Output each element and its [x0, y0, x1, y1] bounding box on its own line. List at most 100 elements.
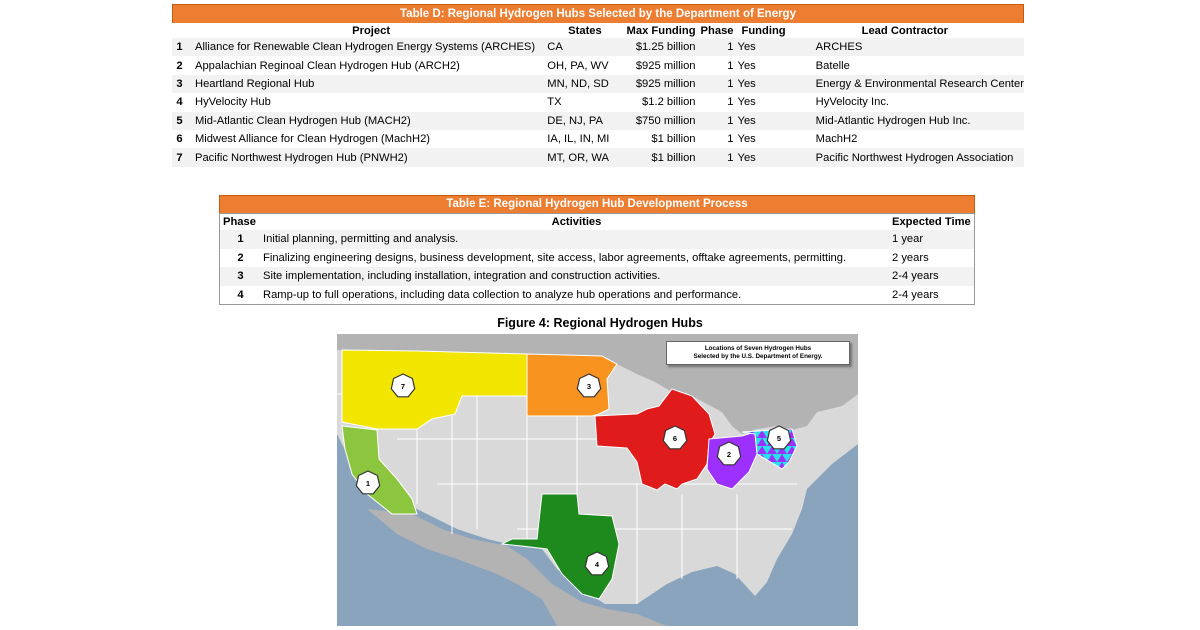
row-number: 7 — [172, 148, 187, 167]
phase-number: 4 — [237, 288, 244, 301]
hub-marker: 3 — [576, 373, 602, 398]
map-legend-line-2: Selected by the U.S. Department of Energ… — [693, 353, 823, 360]
project-name: Mid-Atlantic Clean Hydrogen Hub (MACH2) — [186, 111, 548, 130]
hub-marker: 7 — [390, 373, 416, 398]
lead-contractor: Batelle — [815, 59, 850, 72]
table-e-header-row: Phase Activities Expected Time — [220, 214, 975, 231]
hub-label: 7 — [401, 382, 405, 391]
col-header-max-funding: Max Funding — [626, 24, 696, 37]
phase-number: 1 — [219, 230, 261, 249]
col-header-phase: Phase — [223, 216, 256, 228]
col-header-states: States — [568, 24, 602, 37]
funding: Yes — [737, 96, 756, 109]
states: IA, IL, IN, MI — [547, 133, 610, 146]
table-row: 7 Pacific Northwest Hydrogen Hub (PNWH2)… — [172, 148, 1024, 167]
hub-label: 1 — [366, 479, 370, 488]
project-name: Midwest Alliance for Clean Hydrogen (Mac… — [194, 133, 431, 146]
funding: Yes — [737, 59, 756, 72]
phase: 1 — [727, 59, 734, 72]
states: OH, PA, WV — [547, 59, 609, 72]
mexico-landmass — [367, 509, 667, 626]
hub-label: 2 — [727, 450, 731, 459]
map-svg: 7 3 6 2 5 1 4 — [337, 334, 858, 626]
activity: Finalizing engineering designs, business… — [263, 251, 847, 264]
hub-label: 6 — [673, 434, 677, 443]
hub-label: 3 — [587, 382, 591, 391]
col-header-lead-contractor: Lead Contractor — [861, 24, 949, 37]
table-row: 5 Mid-Atlantic Clean Hydrogen Hub (MACH2… — [172, 111, 1024, 130]
hub-marker: 6 — [662, 425, 688, 450]
states: TX — [547, 96, 562, 109]
hub-marker: 4 — [584, 551, 610, 576]
phase: 1 — [695, 74, 734, 94]
table-e-title: Table E: Regional Hydrogen Hub Developme… — [219, 195, 975, 213]
row-number: 2 — [176, 59, 183, 72]
project-name: HyVelocity Hub — [194, 96, 271, 109]
hub-7-region — [341, 349, 528, 430]
col-header-expected-time: Expected Time — [892, 216, 971, 228]
us-hydrogen-hub-map: 7 3 6 2 5 1 4 — [337, 334, 858, 626]
table-d-title: Table D: Regional Hydrogen Hubs Selected… — [172, 4, 1024, 23]
us-landmass — [337, 350, 858, 604]
table-row: 4 HyVelocity Hub TX $1.2 billion 1 Yes H… — [172, 93, 1024, 111]
max-funding: $1.2 billion — [642, 96, 696, 109]
hub-6-region — [594, 388, 716, 491]
map-legend-line-1: Locations of Seven Hydrogen Hubs — [704, 345, 812, 352]
expected-time: 2-4 years — [890, 267, 975, 286]
expected-time: 1 year — [890, 230, 975, 249]
funding: Yes — [733, 111, 786, 130]
map-legend: Locations of Seven Hydrogen Hubs Selecte… — [666, 341, 850, 365]
max-funding: $925 million — [622, 74, 696, 94]
col-header-activities: Activities — [551, 216, 602, 228]
phase-number: 2 — [237, 251, 244, 264]
states: MN, ND, SD — [547, 74, 623, 94]
funding: Yes — [733, 74, 786, 94]
hub-label: 5 — [777, 434, 781, 443]
lead-contractor: MachH2 — [815, 133, 858, 146]
lead-contractor: Energy & Environmental Research Center — [785, 74, 1024, 94]
project-name: Appalachian Reginoal Clean Hydrogen Hub … — [194, 59, 460, 72]
row-number: 3 — [172, 74, 187, 94]
row-number: 4 — [176, 96, 183, 109]
max-funding: $925 million — [635, 59, 696, 72]
hub-label: 4 — [595, 560, 600, 569]
row-number: 1 — [172, 38, 187, 57]
col-header-project: Project — [352, 24, 391, 37]
funding: Yes — [733, 38, 786, 57]
figure-title: Figure 4: Regional Hydrogen Hubs — [497, 316, 703, 330]
lead-contractor: Mid-Atlantic Hydrogen Hub Inc. — [785, 111, 1024, 130]
table-row: 1 Alliance for Renewable Clean Hydrogen … — [172, 38, 1024, 57]
funding: Yes — [737, 133, 756, 146]
table-e: Table E: Regional Hydrogen Hub Developme… — [219, 195, 975, 305]
table-row: 4 Ramp-up to full operations, including … — [220, 286, 975, 305]
max-funding: $1 billion — [622, 148, 696, 167]
table-row: 3 Heartland Regional Hub MN, ND, SD $925… — [172, 74, 1024, 94]
states: DE, NJ, PA — [547, 111, 623, 130]
table-row: 6 Midwest Alliance for Clean Hydrogen (M… — [172, 130, 1024, 148]
states: CA — [547, 38, 623, 57]
hub-3-region — [526, 353, 618, 417]
phase: 1 — [695, 38, 734, 57]
phase: 1 — [695, 111, 734, 130]
hub-marker: 1 — [355, 470, 381, 495]
phase: 1 — [727, 96, 734, 109]
lead-contractor: HyVelocity Inc. — [815, 96, 890, 109]
table-row: 1 Initial planning, permitting and analy… — [219, 230, 975, 249]
expected-time: 2 years — [892, 251, 929, 264]
col-header-phase: Phase — [700, 24, 734, 37]
table-row: 2 Appalachian Reginoal Clean Hydrogen Hu… — [172, 56, 1024, 74]
lead-contractor: ARCHES — [785, 38, 1024, 57]
lead-contractor: Pacific Northwest Hydrogen Association — [785, 148, 1024, 167]
project-name: Alliance for Renewable Clean Hydrogen En… — [186, 38, 548, 57]
phase: 1 — [727, 133, 734, 146]
table-row: 3 Site implementation, including install… — [219, 267, 975, 286]
activity: Initial planning, permitting and analysi… — [261, 230, 890, 249]
expected-time: 2-4 years — [892, 288, 939, 301]
col-header-funding: Funding — [741, 24, 786, 37]
phase: 1 — [695, 148, 734, 167]
row-number: 5 — [172, 111, 187, 130]
table-d-header-row: Project States Max Funding Phase Funding… — [172, 23, 1024, 38]
activity: Site implementation, including installat… — [261, 267, 890, 286]
project-name: Pacific Northwest Hydrogen Hub (PNWH2) — [186, 148, 548, 167]
max-funding: $1 billion — [651, 133, 696, 146]
